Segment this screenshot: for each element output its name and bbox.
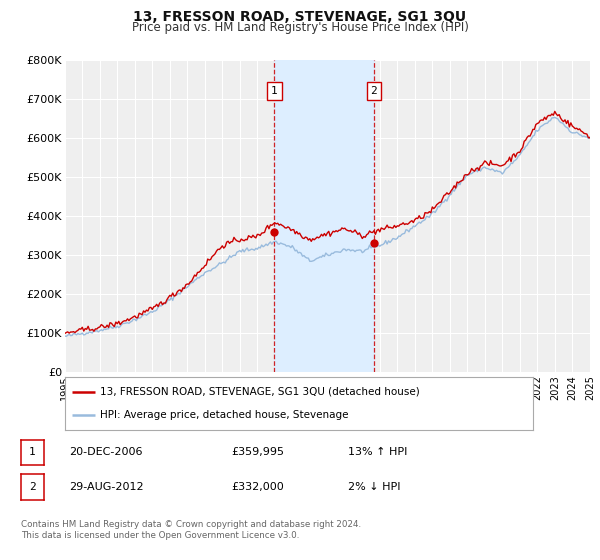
- Text: 29-AUG-2012: 29-AUG-2012: [69, 482, 143, 492]
- Text: 2: 2: [370, 86, 377, 96]
- Text: 13, FRESSON ROAD, STEVENAGE, SG1 3QU (detached house): 13, FRESSON ROAD, STEVENAGE, SG1 3QU (de…: [100, 386, 419, 396]
- Text: Price paid vs. HM Land Registry's House Price Index (HPI): Price paid vs. HM Land Registry's House …: [131, 21, 469, 34]
- Text: 20-DEC-2006: 20-DEC-2006: [69, 447, 143, 458]
- Text: Contains HM Land Registry data © Crown copyright and database right 2024.: Contains HM Land Registry data © Crown c…: [21, 520, 361, 529]
- Text: £332,000: £332,000: [231, 482, 284, 492]
- Text: 2% ↓ HPI: 2% ↓ HPI: [348, 482, 401, 492]
- Text: 1: 1: [29, 447, 36, 458]
- Text: 13, FRESSON ROAD, STEVENAGE, SG1 3QU: 13, FRESSON ROAD, STEVENAGE, SG1 3QU: [133, 10, 467, 24]
- Text: This data is licensed under the Open Government Licence v3.0.: This data is licensed under the Open Gov…: [21, 531, 299, 540]
- Text: HPI: Average price, detached house, Stevenage: HPI: Average price, detached house, Stev…: [100, 410, 349, 421]
- Text: 1: 1: [271, 86, 278, 96]
- Text: 13% ↑ HPI: 13% ↑ HPI: [348, 447, 407, 458]
- Text: 2: 2: [29, 482, 36, 492]
- Bar: [274, 60, 374, 372]
- Text: £359,995: £359,995: [231, 447, 284, 458]
